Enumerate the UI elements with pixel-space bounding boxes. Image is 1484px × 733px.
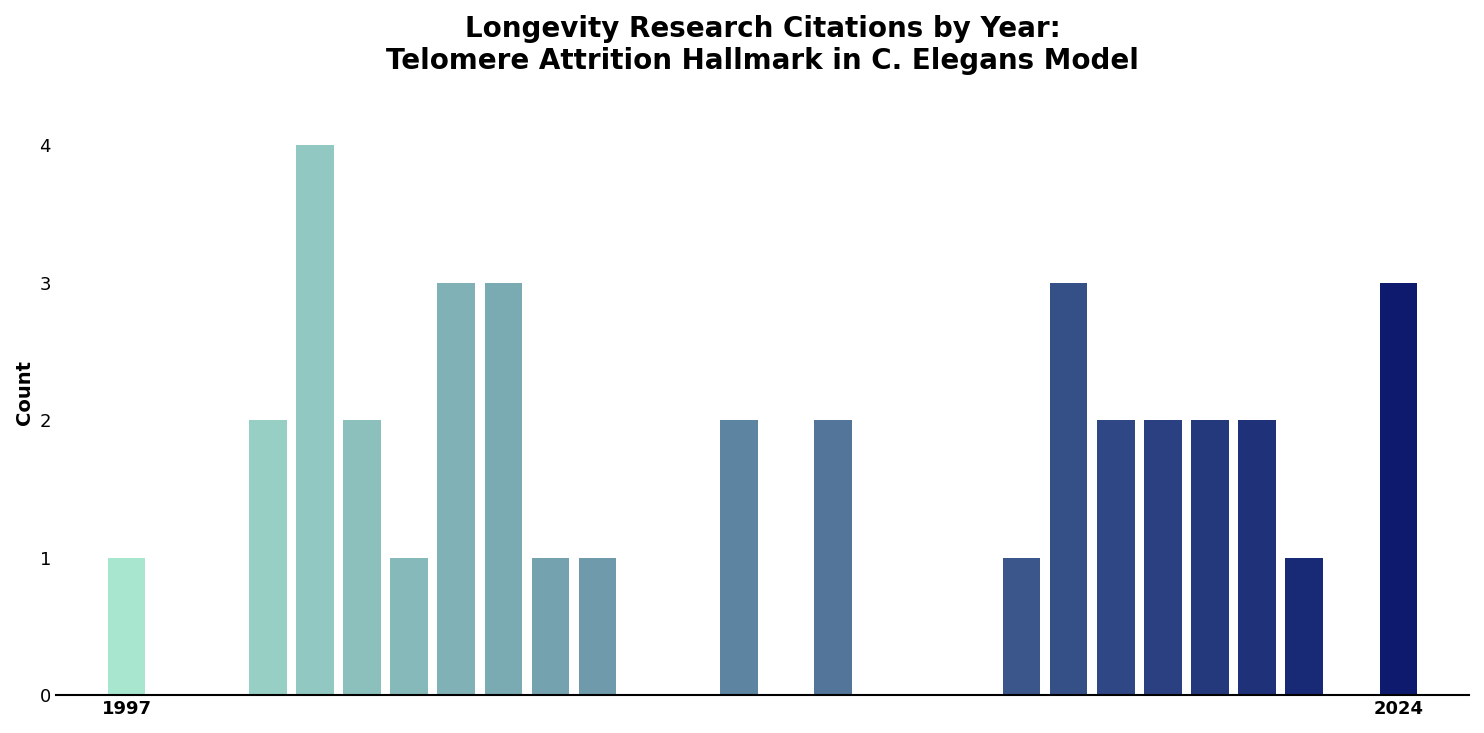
Bar [720, 420, 758, 695]
Bar [1192, 420, 1229, 695]
Bar [438, 283, 475, 695]
Bar [390, 558, 427, 695]
Bar [1238, 420, 1276, 695]
Bar [1003, 558, 1040, 695]
Bar [249, 420, 286, 695]
Bar [579, 558, 616, 695]
Bar [531, 558, 570, 695]
Bar [1144, 420, 1181, 695]
Bar [485, 283, 522, 695]
Bar [297, 145, 334, 695]
Bar [1049, 283, 1088, 695]
Bar [1380, 283, 1417, 695]
Bar [815, 420, 852, 695]
Bar [108, 558, 145, 695]
Y-axis label: Count: Count [15, 360, 34, 425]
Title: Longevity Research Citations by Year:
Telomere Attrition Hallmark in C. Elegans : Longevity Research Citations by Year: Te… [386, 15, 1138, 75]
Bar [1285, 558, 1322, 695]
Bar [1097, 420, 1135, 695]
Bar [343, 420, 381, 695]
